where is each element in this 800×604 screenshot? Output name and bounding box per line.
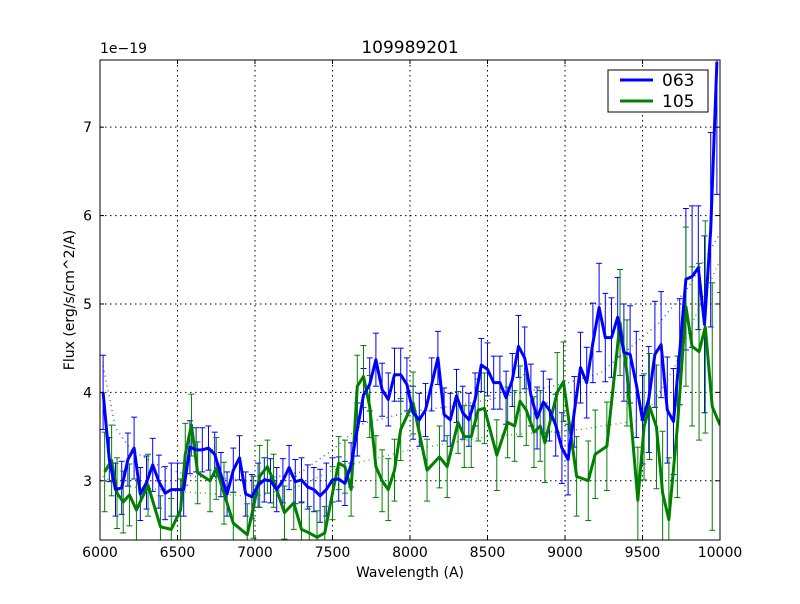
chart-title: 109989201: [361, 38, 458, 58]
x-tick-label: 7000: [237, 545, 273, 561]
x-axis-label: Wavelength (A): [356, 565, 464, 581]
x-tick-label: 10000: [698, 545, 743, 561]
x-tick-label: 9500: [625, 545, 661, 561]
legend-label-063: 063: [662, 71, 694, 91]
series-063-line: [101, 61, 719, 499]
x-tick-label: 6000: [82, 545, 118, 561]
ticks: 6000 6500 7000 7500 8000 8500 9000 9500 10000 3 4 5…: [82, 60, 742, 561]
series-105-line: [103, 305, 720, 539]
y-axis-label: Flux (erg/s/cm^2/A): [62, 230, 78, 370]
x-tick-label: 8500: [470, 545, 506, 561]
y-tick-label: 6: [83, 209, 92, 225]
x-tick-label: 8000: [392, 545, 428, 561]
series-lines: [101, 61, 720, 539]
y-tick-label: 4: [83, 385, 92, 401]
series-105-continuum-fit: [102, 259, 720, 498]
legend-label-105: 105: [662, 92, 694, 112]
y-tick-label: 7: [83, 120, 92, 136]
legend-frame: [607, 69, 709, 113]
x-tick-label: 9000: [547, 545, 583, 561]
y-tick-label: 3: [83, 474, 92, 490]
x-tick-label: 6500: [160, 545, 196, 561]
x-tick-label: 7500: [315, 545, 351, 561]
y-offset-label: 1e−19: [100, 41, 147, 57]
legend: 063 105: [607, 69, 709, 113]
y-tick-label: 5: [83, 297, 92, 313]
